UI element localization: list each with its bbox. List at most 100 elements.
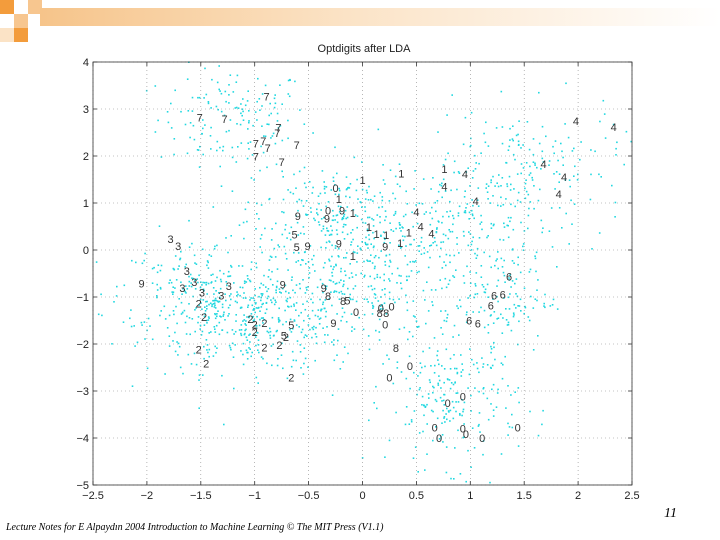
data-point [497,267,499,270]
data-point [452,417,455,420]
data-point [446,407,448,410]
data-point [502,317,504,319]
data-point [298,314,300,317]
data-point [383,241,386,244]
digit-label: 1 [336,194,342,206]
y-tick-label: −2 [76,339,89,351]
data-point [325,288,327,290]
data-point [177,342,180,345]
data-point [256,202,258,205]
data-point [188,285,191,287]
data-point [471,358,473,361]
data-point [318,323,321,325]
data-point [320,230,323,232]
data-point [532,349,535,351]
data-point [341,293,344,295]
data-point [536,299,538,302]
x-tick-label: 1 [467,490,473,502]
data-point [363,313,366,316]
data-point [203,345,205,348]
data-point [349,293,351,296]
data-point [293,320,296,322]
data-point [290,305,293,308]
data-point [472,204,474,207]
data-point [305,263,307,265]
data-point [258,98,261,100]
data-point [140,321,143,324]
data-point [205,339,208,341]
digit-label: 7 [221,114,227,126]
data-point [260,356,263,358]
data-point [430,289,433,291]
data-point [168,314,171,317]
data-point [208,355,210,358]
data-point [374,294,377,296]
data-point [352,238,354,241]
data-point [204,306,206,308]
data-point [257,382,259,384]
data-point [260,293,263,295]
data-point [520,310,522,312]
digit-label: 6 [500,290,506,302]
data-point [503,274,506,277]
data-point [212,273,214,276]
data-point [201,248,204,251]
data-point [434,289,437,291]
data-point [317,213,319,216]
data-point [500,313,502,316]
data-point [250,268,252,271]
data-point [421,404,423,406]
digit-label: 0 [325,206,331,218]
data-point [197,149,200,151]
data-point [123,284,126,287]
data-point [206,264,208,267]
digit-label: 4 [413,207,419,219]
data-point [460,354,462,356]
data-point [167,121,170,124]
data-point [234,107,237,109]
data-point [490,367,492,369]
data-point [388,265,391,268]
data-point [248,347,250,349]
data-point [441,287,443,290]
digit-label: 3 [191,277,197,289]
data-point [367,285,370,288]
data-point [170,102,172,105]
data-point [193,254,196,257]
data-point [221,374,223,377]
data-point [156,296,158,299]
data-point [490,179,492,181]
data-point [222,149,224,152]
data-point [185,263,187,266]
data-point [562,164,564,166]
data-point [289,238,292,241]
data-point [222,315,224,317]
data-point [313,217,315,220]
data-point [398,163,401,165]
data-point [483,251,485,254]
data-point [482,286,485,288]
chart-title: Optdigits after LDA [318,43,412,55]
data-point [501,377,504,380]
data-point [385,215,387,218]
data-point [453,160,456,163]
data-point [336,313,338,315]
data-point [418,388,421,391]
data-point [243,319,246,321]
data-point [447,237,450,240]
data-point [141,262,144,265]
data-point [221,303,224,306]
data-point [413,261,416,263]
data-point [434,364,436,367]
data-point [570,199,572,202]
data-point [463,235,465,237]
data-point [448,379,451,381]
data-point [260,234,263,236]
data-point [408,355,411,358]
data-point [528,271,531,273]
data-point [524,187,526,190]
data-point [444,421,446,423]
x-tick-label: −0.5 [298,490,320,502]
data-point [346,233,349,236]
data-point [323,188,326,190]
